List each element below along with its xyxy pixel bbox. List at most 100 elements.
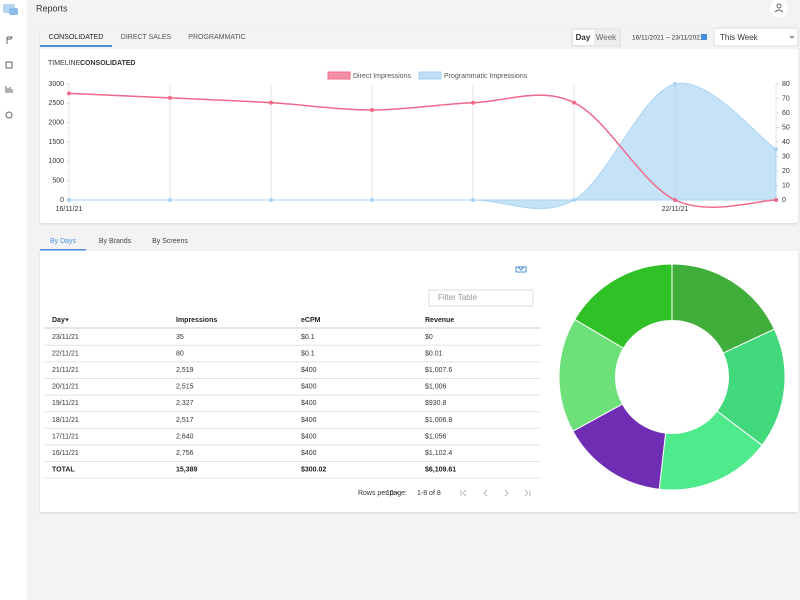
y-tick-label: 0 <box>60 197 64 204</box>
table-cell: 20/11/21 <box>52 384 79 391</box>
table-cell: $1,102.4 <box>425 450 452 457</box>
table-cell: 35 <box>176 334 184 341</box>
period-select[interactable] <box>713 27 799 47</box>
rows-per-page[interactable]: 10 <box>386 490 394 497</box>
nav-icon[interactable] <box>5 61 13 69</box>
donut-segment[interactable] <box>574 263 673 349</box>
tab[interactable]: CONSOLIDATED <box>49 34 104 41</box>
column-header[interactable]: eCPM <box>301 317 321 324</box>
legend-swatch <box>327 71 351 80</box>
point <box>269 100 273 105</box>
point <box>774 147 778 152</box>
table-cell: 21/11/21 <box>52 367 79 374</box>
table-cell: 16/11/21 <box>52 450 79 457</box>
sub-tab-bar <box>40 232 798 250</box>
timeline-value: CONSOLIDATED <box>80 60 135 67</box>
period-option[interactable]: Week <box>596 33 617 42</box>
sub-tab[interactable]: By Days <box>50 238 77 245</box>
point <box>572 198 576 202</box>
legend-swatch <box>418 71 442 80</box>
page-range: 1-8 of 8 <box>417 490 441 497</box>
point <box>67 198 71 202</box>
y2-tick-label: 30 <box>782 153 790 160</box>
table-cell: $400 <box>301 400 317 407</box>
legend-label: Programmatic Impressions <box>444 73 528 80</box>
y2-tick-label: 20 <box>782 168 790 175</box>
point <box>471 198 475 202</box>
timeline-label: TIMELINE: <box>48 60 82 67</box>
table-cell: 2,515 <box>176 384 194 391</box>
y2-tick-label: 80 <box>782 81 790 88</box>
table-cell: $1,006.8 <box>425 417 452 424</box>
tab[interactable]: PROGRAMMATIC <box>188 34 245 41</box>
table-cell: $400 <box>301 433 317 440</box>
table-cell: 17/11/21 <box>52 433 79 440</box>
y2-tick-label: 50 <box>782 124 790 131</box>
y2-tick-label: 40 <box>782 139 790 146</box>
sub-tab[interactable]: By Screens <box>152 238 188 245</box>
table-cell: 2,519 <box>176 367 194 374</box>
column-header[interactable]: Impressions <box>176 317 217 324</box>
rows-per-page-label: Rows per page: <box>358 490 407 497</box>
date-range[interactable]: 16/11/2021 ~ 23/11/2021 <box>632 35 704 42</box>
legend-label: Direct Impressions <box>353 73 411 80</box>
point <box>67 91 71 96</box>
table-cell: $400 <box>301 450 317 457</box>
table-cell: $0.01 <box>425 350 443 357</box>
header <box>27 0 800 18</box>
table-cell: 2,517 <box>176 417 194 424</box>
table-cell: $930.8 <box>425 400 447 407</box>
y-tick-label: 2500 <box>48 100 64 107</box>
table-cell: $0.1 <box>301 350 315 357</box>
table-cell: $1,006 <box>425 384 447 391</box>
y-tick-label: 1500 <box>48 139 64 146</box>
column-header[interactable]: Day <box>52 317 65 324</box>
user-button[interactable] <box>770 0 788 17</box>
nav-icon[interactable] <box>5 86 13 93</box>
y-tick-label: 2000 <box>48 120 64 127</box>
period-option[interactable]: Day <box>576 33 591 42</box>
y-tick-label: 1000 <box>48 158 64 165</box>
nav-icon[interactable] <box>5 111 13 119</box>
table-cell: 18/11/21 <box>52 417 79 424</box>
tab[interactable]: DIRECT SALES <box>121 34 172 41</box>
filter-placeholder: Filter Table <box>438 293 478 302</box>
total-cell: $6,109.61 <box>425 467 456 474</box>
line <box>68 92 777 208</box>
sub-tab[interactable]: By Brands <box>99 238 132 245</box>
table-cell: $1,056 <box>425 433 447 440</box>
table-cell: $400 <box>301 384 317 391</box>
point <box>370 108 374 113</box>
sub-tab-indicator <box>40 249 86 251</box>
table-cell: $0 <box>425 334 433 341</box>
y2-tick-label: 60 <box>782 110 790 117</box>
logo <box>9 8 18 15</box>
chevron <box>789 35 795 39</box>
column-header[interactable]: Revenue <box>425 317 454 324</box>
total-cell: $300.02 <box>301 467 326 474</box>
table-cell: $400 <box>301 417 317 424</box>
total-cell: 15,389 <box>176 467 198 474</box>
y-tick-label: 3000 <box>48 81 64 88</box>
table-cell: $1,007.6 <box>425 367 452 374</box>
period-select-value: This Week <box>720 33 759 42</box>
point <box>168 198 172 202</box>
pager-buttons[interactable] <box>460 489 531 497</box>
calendar-icon[interactable] <box>701 34 707 40</box>
nav-icon[interactable] <box>6 36 13 44</box>
y2-tick-label: 70 <box>782 95 790 102</box>
x-tick-label: 16/11/21 <box>56 206 83 213</box>
point <box>774 198 778 202</box>
total-cell: TOTAL <box>52 467 75 474</box>
x-tick-label: 22/11/21 <box>662 206 689 213</box>
y2-tick-label: 10 <box>782 182 790 189</box>
table-cell: 80 <box>176 350 184 357</box>
point <box>370 198 374 202</box>
filter-input[interactable] <box>428 289 534 307</box>
download-icon[interactable] <box>515 266 527 273</box>
sort-icon <box>65 318 69 322</box>
table-cell: 2,327 <box>176 400 194 407</box>
point <box>673 82 677 86</box>
table-cell: 22/11/21 <box>52 350 79 357</box>
